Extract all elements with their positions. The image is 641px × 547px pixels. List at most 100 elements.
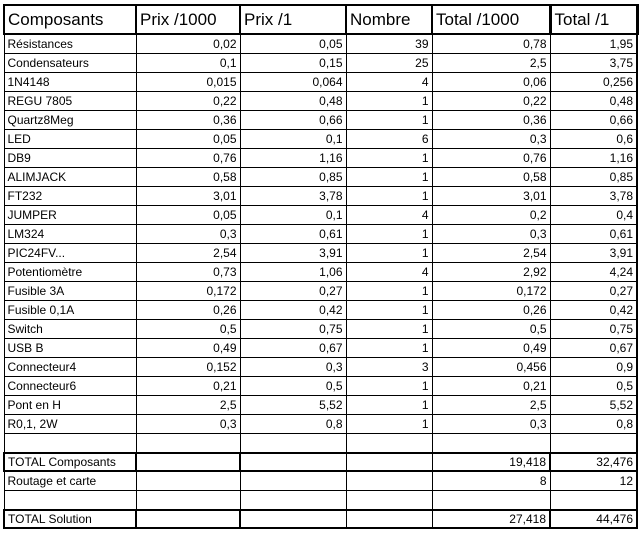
- cell-total-1[interactable]: 0,27: [549, 281, 638, 301]
- cell-total-1000[interactable]: 0,78: [431, 33, 551, 54]
- header-composants[interactable]: Composants: [3, 4, 137, 35]
- cell-prix-1000[interactable]: 0,05: [135, 129, 241, 149]
- cell[interactable]: [345, 433, 433, 454]
- header-total-1000[interactable]: Total /1000: [431, 4, 551, 35]
- cell-component-name[interactable]: REGU 7805: [3, 91, 137, 111]
- total-composants-label[interactable]: TOTAL Composants: [3, 452, 137, 472]
- cell-prix-1[interactable]: 3,78: [239, 186, 347, 206]
- cell-nombre[interactable]: 4: [345, 72, 433, 92]
- cell-prix-1000[interactable]: 0,36: [135, 110, 241, 130]
- cell-prix-1[interactable]: 5,52: [239, 395, 347, 415]
- cell-total-1[interactable]: 3,78: [549, 186, 638, 206]
- cell-total-1[interactable]: 0,8: [549, 414, 638, 434]
- cell-total-1[interactable]: 0,42: [549, 300, 638, 320]
- cell-total-1000[interactable]: 0,58: [431, 167, 551, 187]
- cell-total-1[interactable]: 3,91: [549, 243, 638, 263]
- cell[interactable]: [135, 470, 241, 491]
- header-nombre[interactable]: Nombre: [345, 4, 433, 35]
- cell-prix-1000[interactable]: 0,172: [135, 281, 241, 301]
- cell-nombre[interactable]: 1: [345, 110, 433, 130]
- cell-total-1000[interactable]: 0,21: [431, 376, 551, 396]
- cell-nombre[interactable]: 1: [345, 281, 433, 301]
- cell-total-1000[interactable]: 0,49: [431, 338, 551, 358]
- cell-component-name[interactable]: Pont en H: [3, 395, 137, 415]
- cell-total-1[interactable]: 4,24: [549, 262, 638, 282]
- cell-total-1[interactable]: 1,16: [549, 148, 638, 168]
- cell-component-name[interactable]: Quartz8Meg: [3, 110, 137, 130]
- cell-prix-1[interactable]: 0,85: [239, 167, 347, 187]
- cell-prix-1000[interactable]: 0,015: [135, 72, 241, 92]
- cell[interactable]: [345, 509, 433, 529]
- cell-component-name[interactable]: DB9: [3, 148, 137, 168]
- cell-nombre[interactable]: 1: [345, 376, 433, 396]
- routage-label[interactable]: Routage et carte: [3, 470, 137, 491]
- cell[interactable]: [345, 470, 433, 491]
- cell-nombre[interactable]: 1: [345, 319, 433, 339]
- cell-nombre[interactable]: 4: [345, 262, 433, 282]
- cell[interactable]: [3, 433, 137, 454]
- cell-prix-1000[interactable]: 2,5: [135, 395, 241, 415]
- cell-prix-1000[interactable]: 0,22: [135, 91, 241, 111]
- cell-prix-1000[interactable]: 0,02: [135, 33, 241, 54]
- cell-nombre[interactable]: 4: [345, 205, 433, 225]
- cell-nombre[interactable]: 1: [345, 338, 433, 358]
- cell[interactable]: [549, 433, 638, 454]
- cell-total-1[interactable]: 0,6: [549, 129, 638, 149]
- cell-total-1[interactable]: 0,4: [549, 205, 638, 225]
- total-solution-1000[interactable]: 27,418: [431, 509, 551, 529]
- cell-nombre[interactable]: 1: [345, 224, 433, 244]
- cell-total-1[interactable]: 0,9: [549, 357, 638, 377]
- cell-total-1000[interactable]: 0,172: [431, 281, 551, 301]
- cell-component-name[interactable]: PIC24FV...: [3, 243, 137, 263]
- cell-total-1[interactable]: 0,61: [549, 224, 638, 244]
- cell-prix-1000[interactable]: 0,58: [135, 167, 241, 187]
- cell-component-name[interactable]: Fusible 3A: [3, 281, 137, 301]
- cell-total-1[interactable]: 3,75: [549, 53, 638, 73]
- cell[interactable]: [135, 509, 241, 529]
- cell-total-1[interactable]: 1,95: [549, 33, 638, 54]
- cell-prix-1[interactable]: 0,27: [239, 281, 347, 301]
- cell-nombre[interactable]: 6: [345, 129, 433, 149]
- cell[interactable]: [345, 452, 433, 472]
- cell-prix-1[interactable]: 0,42: [239, 300, 347, 320]
- cell-prix-1000[interactable]: 0,3: [135, 414, 241, 434]
- cell-nombre[interactable]: 1: [345, 395, 433, 415]
- cell-total-1[interactable]: 0,75: [549, 319, 638, 339]
- cell[interactable]: [239, 509, 347, 529]
- cell-prix-1[interactable]: 0,61: [239, 224, 347, 244]
- cell-total-1000[interactable]: 0,5: [431, 319, 551, 339]
- cell-total-1000[interactable]: 2,54: [431, 243, 551, 263]
- cell-nombre[interactable]: 1: [345, 186, 433, 206]
- cell-total-1000[interactable]: 0,3: [431, 224, 551, 244]
- cell-component-name[interactable]: FT232: [3, 186, 137, 206]
- cell-component-name[interactable]: Résistances: [3, 33, 137, 54]
- cell-prix-1[interactable]: 0,064: [239, 72, 347, 92]
- cell-component-name[interactable]: Connecteur4: [3, 357, 137, 377]
- cell-nombre[interactable]: 1: [345, 91, 433, 111]
- cell-component-name[interactable]: Connecteur6: [3, 376, 137, 396]
- cell-prix-1000[interactable]: 0,26: [135, 300, 241, 320]
- cell-prix-1[interactable]: 0,1: [239, 205, 347, 225]
- cell-component-name[interactable]: LED: [3, 129, 137, 149]
- cell-component-name[interactable]: USB B: [3, 338, 137, 358]
- cell-total-1000[interactable]: 0,76: [431, 148, 551, 168]
- cell-total-1000[interactable]: 0,22: [431, 91, 551, 111]
- cell[interactable]: [239, 452, 347, 472]
- cell-nombre[interactable]: 1: [345, 148, 433, 168]
- total-composants-1[interactable]: 32,476: [549, 452, 638, 472]
- cell-prix-1000[interactable]: 0,76: [135, 148, 241, 168]
- cell-component-name[interactable]: LM324: [3, 224, 137, 244]
- total-solution-1[interactable]: 44,476: [549, 509, 638, 529]
- cell-total-1000[interactable]: 0,456: [431, 357, 551, 377]
- cell-total-1[interactable]: 0,85: [549, 167, 638, 187]
- cell-component-name[interactable]: JUMPER: [3, 205, 137, 225]
- cell-total-1000[interactable]: 2,92: [431, 262, 551, 282]
- cell[interactable]: [135, 490, 241, 511]
- cell-total-1[interactable]: 0,48: [549, 91, 638, 111]
- cell-component-name[interactable]: ALIMJACK: [3, 167, 137, 187]
- cell-prix-1[interactable]: 0,5: [239, 376, 347, 396]
- cell-total-1[interactable]: 5,52: [549, 395, 638, 415]
- header-prix-1000[interactable]: Prix /1000: [135, 4, 241, 35]
- cell[interactable]: [345, 490, 433, 511]
- cell-prix-1000[interactable]: 3,01: [135, 186, 241, 206]
